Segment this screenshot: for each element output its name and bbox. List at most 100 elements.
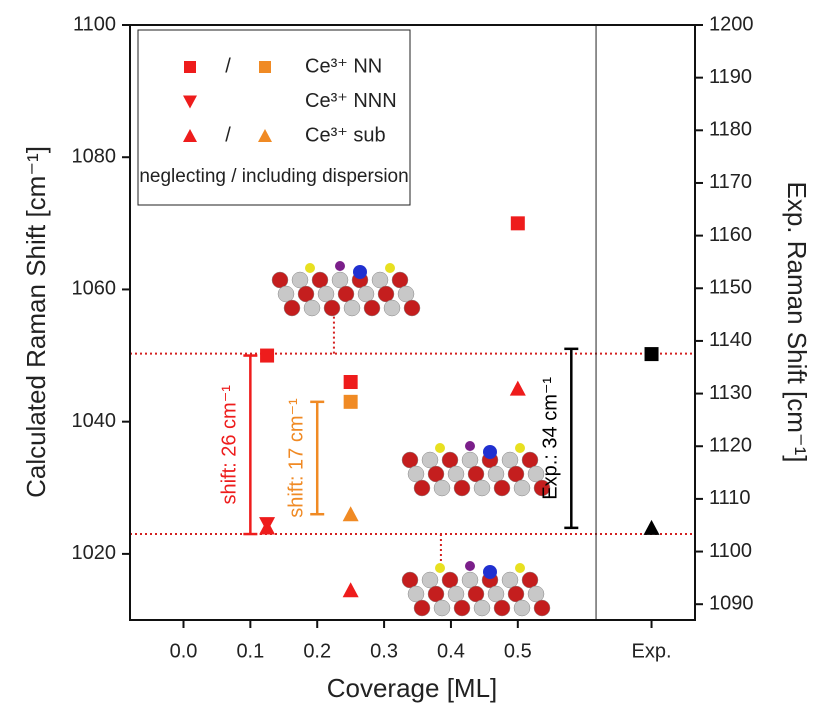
atom — [488, 466, 504, 482]
marker — [344, 375, 358, 389]
atom — [435, 443, 445, 453]
atom — [514, 480, 530, 496]
atom — [515, 563, 525, 573]
y2-tick-label: 1160 — [709, 224, 752, 246]
atom — [404, 300, 420, 316]
x-tick-label: 0.0 — [170, 640, 198, 662]
atom — [502, 572, 518, 588]
y2-tick-label: 1130 — [709, 382, 752, 404]
atom — [483, 445, 497, 459]
y2-tick-label: 1150 — [709, 277, 752, 299]
atom — [465, 561, 475, 571]
atom — [462, 572, 478, 588]
atom — [422, 452, 438, 468]
marker — [259, 61, 271, 73]
x-tick-label: 0.3 — [370, 640, 398, 662]
atom — [284, 300, 300, 316]
y2-tick-label: 1090 — [709, 592, 754, 614]
atom — [312, 272, 328, 288]
legend-note: neglecting / including dispersion — [139, 166, 408, 187]
atom — [508, 586, 524, 602]
atom — [378, 286, 394, 302]
atom — [528, 586, 544, 602]
x-tick-label: 0.5 — [504, 640, 532, 662]
x-tick-label: 0.2 — [303, 640, 331, 662]
atom — [488, 586, 504, 602]
annotation: shift: 26 cm⁻¹ — [219, 385, 241, 505]
atom — [332, 272, 348, 288]
atom — [318, 286, 334, 302]
legend-separator: / — [225, 124, 231, 146]
y-tick-label: 1060 — [72, 278, 117, 300]
marker — [344, 395, 358, 409]
y2-tick-label: 1180 — [709, 119, 752, 141]
atom — [338, 286, 354, 302]
atom — [422, 572, 438, 588]
atom — [384, 300, 400, 316]
atom — [304, 300, 320, 316]
atom — [434, 480, 450, 496]
atom — [305, 263, 315, 273]
atom — [402, 572, 418, 588]
atom — [483, 565, 497, 579]
atom — [364, 300, 380, 316]
y-tick-label: 1020 — [72, 542, 117, 564]
atom — [392, 272, 408, 288]
atom — [358, 286, 374, 302]
x-tick-label: Exp. — [632, 640, 672, 662]
legend-label: Ce³⁺ NN — [305, 55, 382, 77]
atom — [278, 286, 294, 302]
y-axis-title: Calculated Raman Shift [cm⁻¹] — [21, 146, 51, 498]
atom — [402, 452, 418, 468]
marker — [343, 506, 359, 521]
atom — [272, 272, 288, 288]
atom — [468, 466, 484, 482]
marker — [644, 520, 660, 535]
atom — [462, 452, 478, 468]
atom — [398, 286, 414, 302]
y2-axis-title: Exp. Raman Shift [cm⁻¹] — [782, 181, 812, 462]
marker — [260, 349, 274, 363]
chart: Coverage [ML] Calculated Raman Shift [cm… — [0, 0, 819, 708]
y-tick-label: 1080 — [72, 146, 117, 168]
atom — [292, 272, 308, 288]
atom — [502, 452, 518, 468]
atom — [428, 466, 444, 482]
y2-tick-label: 1200 — [709, 13, 754, 35]
atom — [474, 600, 490, 616]
atom — [414, 600, 430, 616]
annotation: Exp.: 34 cm⁻¹ — [540, 377, 562, 500]
atom — [442, 452, 458, 468]
annotation: shift: 17 cm⁻¹ — [286, 398, 308, 518]
atom — [454, 600, 470, 616]
atom — [353, 265, 367, 279]
y2-tick-label: 1120 — [709, 435, 752, 457]
atom — [534, 600, 550, 616]
atom — [442, 572, 458, 588]
atom — [385, 263, 395, 273]
atom — [448, 586, 464, 602]
atom — [344, 300, 360, 316]
marker — [184, 61, 196, 73]
y2-tick-label: 1170 — [709, 171, 752, 193]
atom — [324, 300, 340, 316]
marker — [343, 582, 359, 597]
legend-separator: / — [225, 55, 231, 77]
marker — [259, 519, 275, 534]
atom — [515, 443, 525, 453]
atom — [408, 586, 424, 602]
y-tick-label: 1040 — [72, 410, 117, 432]
atom — [494, 600, 510, 616]
atom — [414, 480, 430, 496]
atom — [494, 480, 510, 496]
atom — [454, 480, 470, 496]
atom — [428, 586, 444, 602]
x-tick-label: 0.1 — [236, 640, 264, 662]
y2-tick-label: 1110 — [709, 487, 751, 509]
atom — [468, 586, 484, 602]
atom — [448, 466, 464, 482]
atom — [522, 572, 538, 588]
atom — [335, 261, 345, 271]
legend-label: Ce³⁺ sub — [305, 124, 386, 146]
atom — [508, 466, 524, 482]
